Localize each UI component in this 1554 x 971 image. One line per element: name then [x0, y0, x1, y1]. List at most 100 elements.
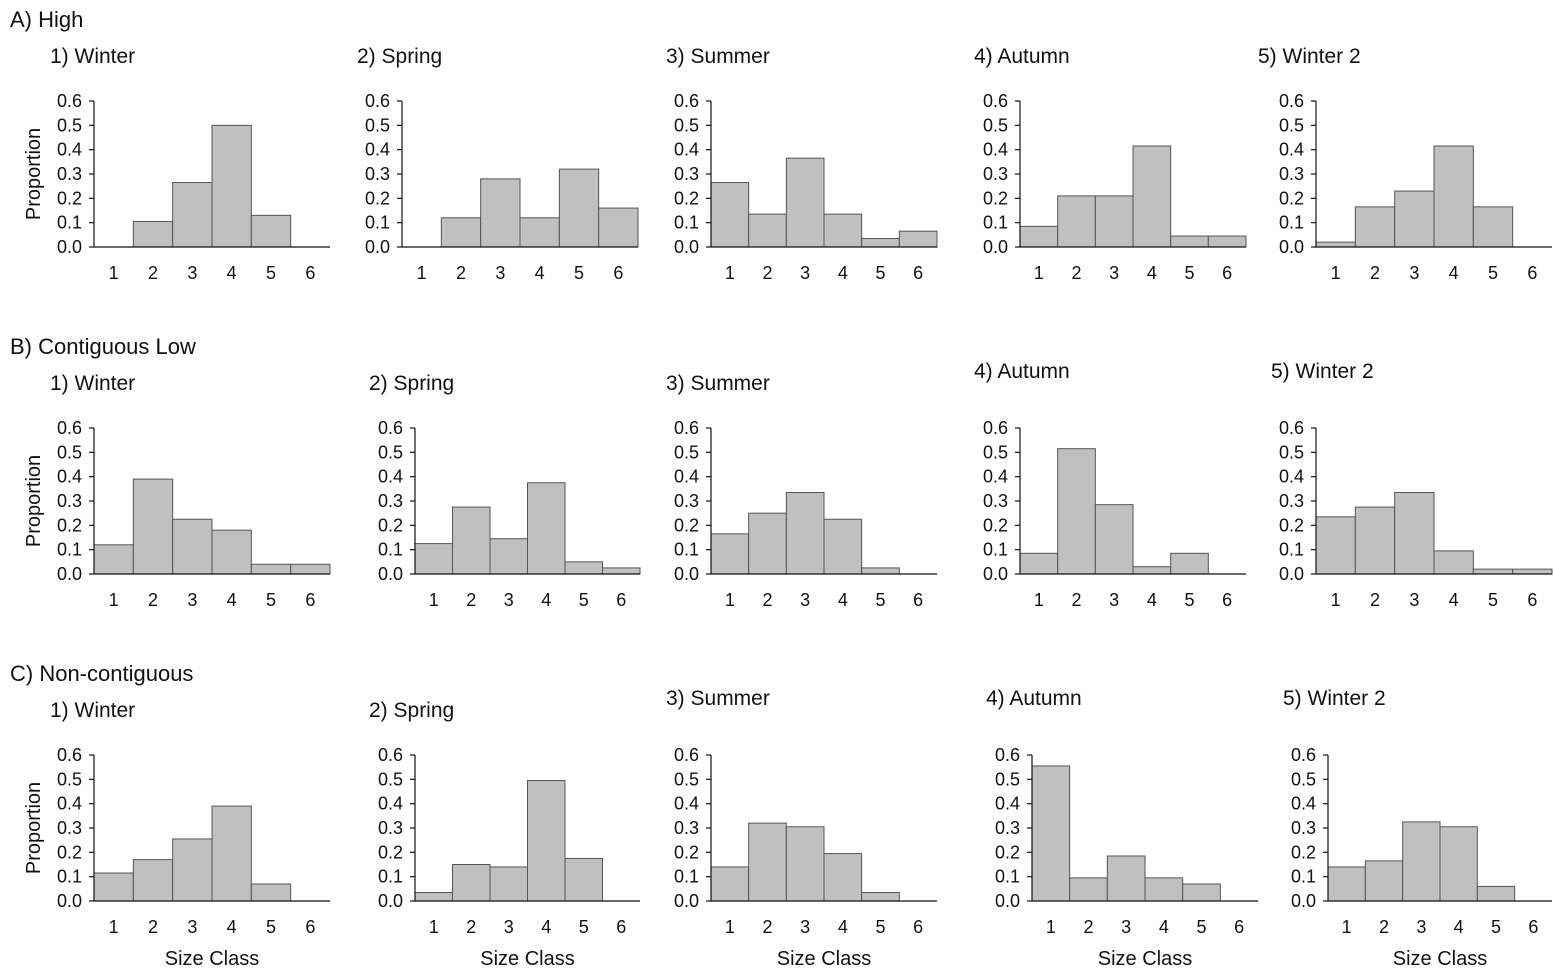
x-tick-label: 5 [875, 917, 885, 937]
x-tick-label: 3 [800, 917, 810, 937]
bar-2 [132, 859, 174, 902]
x-tick-label: 5 [875, 590, 885, 610]
y-axis-label: Proportion [23, 782, 45, 874]
y-tick-label: 0.1 [1291, 867, 1316, 887]
x-tick-label: 4 [1449, 590, 1459, 610]
y-tick-label: 0.2 [983, 515, 1008, 535]
bar-6 [1512, 568, 1553, 575]
bar-1 [1327, 866, 1366, 902]
bar-4 [1132, 145, 1172, 248]
x-tick-label: 1 [109, 590, 119, 610]
bar-4 [1433, 145, 1474, 248]
y-tick-label: 0.4 [1279, 140, 1304, 160]
panel-title: 1) Winter [50, 372, 135, 395]
y-tick-label: 0.4 [1291, 794, 1316, 814]
y-tick-label: 0.1 [983, 213, 1008, 233]
x-tick-label: 5 [579, 590, 589, 610]
x-tick-label: 1 [725, 917, 735, 937]
bar-4 [527, 482, 566, 575]
panel-c-non-contiguous-3-summer: 3) Summer 0.0 0.1 0.2 0.3 0.4 0.5 0.6 1 2 3 4 5 6 Size… [666, 687, 937, 970]
y-tick-label: 0.3 [57, 818, 82, 838]
bar-4 [823, 853, 863, 902]
y-tick-label: 0.1 [674, 867, 699, 887]
y-tick-label: 0.4 [983, 140, 1008, 160]
y-tick-label: 0.2 [674, 515, 699, 535]
y-tick-label: 0.2 [674, 188, 699, 208]
x-axis-label: Size Class [480, 948, 574, 970]
x-tick-label: 4 [1147, 590, 1157, 610]
x-tick-label: 3 [504, 590, 514, 610]
x-axis-label: Size Class [1393, 948, 1487, 970]
panel-a-high-1-winter: 1) Winter 0.0 0.1 0.2 0.3 0.4 0.5 0.6 1 2 3 4 5 6 Prop… [23, 45, 330, 283]
y-tick-label: 0.6 [983, 91, 1008, 111]
x-tick-label: 3 [504, 917, 514, 937]
x-tick-label: 3 [1109, 263, 1119, 283]
bar-4 [1433, 550, 1474, 575]
x-tick-label: 3 [800, 590, 810, 610]
x-tick-label: 4 [541, 917, 551, 937]
bar-4 [823, 213, 863, 248]
x-tick-label: 6 [1527, 590, 1537, 610]
y-tick-label: 0.5 [1279, 115, 1304, 135]
panel-c-non-contiguous-1-winter: 1) Winter 0.0 0.1 0.2 0.3 0.4 0.5 0.6 1 2 3 4 5 6 Prop… [23, 699, 330, 970]
bar-5 [1472, 568, 1514, 575]
x-tick-label: 4 [1159, 917, 1169, 937]
x-tick-label: 2 [1370, 263, 1380, 283]
x-tick-label: 2 [1071, 263, 1081, 283]
panel-a-high-3-summer: 3) Summer 0.0 0.1 0.2 0.3 0.4 0.5 0.6 1 2 3 4 5 6 [666, 45, 938, 283]
panel-title: 2) Spring [369, 372, 454, 395]
y-tick-label: 0.0 [674, 891, 699, 911]
y-tick-label: 0.1 [378, 540, 403, 560]
bar-3 [489, 866, 528, 902]
x-tick-label: 5 [266, 263, 276, 283]
y-tick-label: 0.0 [674, 564, 699, 584]
bar-2 [132, 220, 174, 248]
y-axis-label: Proportion [23, 455, 45, 547]
y-tick-label: 0.4 [57, 794, 82, 814]
x-tick-label: 5 [1488, 263, 1498, 283]
y-tick-label: 0.2 [378, 515, 403, 535]
bar-2 [132, 478, 174, 575]
bar-3 [1094, 195, 1134, 248]
bar-2 [748, 822, 787, 902]
y-tick-label: 0.6 [674, 91, 699, 111]
y-tick-label: 0.3 [1279, 491, 1304, 511]
section-title-b-contiguous-low: B) Contiguous Low [10, 334, 196, 359]
x-tick-label: 4 [838, 590, 848, 610]
bar-1 [414, 891, 453, 902]
y-tick-label: 0.6 [378, 745, 403, 765]
bar-2 [1057, 448, 1096, 575]
panel-title: 4) Autumn [974, 360, 1070, 383]
y-tick-label: 0.5 [57, 442, 82, 462]
y-tick-label: 0.1 [983, 540, 1008, 560]
y-tick-label: 0.6 [674, 745, 699, 765]
x-tick-label: 2 [1379, 917, 1389, 937]
y-tick-label: 0.5 [674, 442, 699, 462]
x-tick-label: 3 [1409, 590, 1419, 610]
x-axis-label: Size Class [165, 948, 259, 970]
y-tick-label: 0.1 [378, 867, 403, 887]
panel-c-non-contiguous-5-winter-2: 5) Winter 2 0.0 0.1 0.2 0.3 0.4 0.5 0.6 1 2 3 4 5 6 Si… [1283, 687, 1552, 970]
x-tick-label: 1 [417, 263, 427, 283]
bar-5 [558, 168, 600, 248]
y-tick-label: 0.3 [57, 491, 82, 511]
x-tick-label: 4 [838, 263, 848, 283]
bar-3 [172, 838, 213, 902]
bar-3 [1394, 190, 1435, 248]
y-tick-label: 0.5 [378, 442, 403, 462]
x-tick-label: 1 [1331, 263, 1341, 283]
y-tick-label: 0.2 [57, 515, 82, 535]
y-tick-label: 0.3 [983, 164, 1008, 184]
bar-5 [250, 563, 292, 575]
panel-c-non-contiguous-2-spring: 2) Spring 0.0 0.1 0.2 0.3 0.4 0.5 0.6 1 2 3 4 5 6 Size… [369, 699, 640, 970]
y-tick-label: 0.5 [674, 115, 699, 135]
bar-2 [452, 864, 491, 902]
x-tick-label: 2 [148, 917, 158, 937]
y-tick-label: 0.4 [378, 794, 403, 814]
bar-3 [1402, 821, 1441, 902]
y-tick-label: 0.3 [57, 164, 82, 184]
bar-6 [1207, 235, 1247, 248]
x-tick-label: 6 [913, 263, 923, 283]
y-tick-label: 0.0 [1291, 891, 1316, 911]
